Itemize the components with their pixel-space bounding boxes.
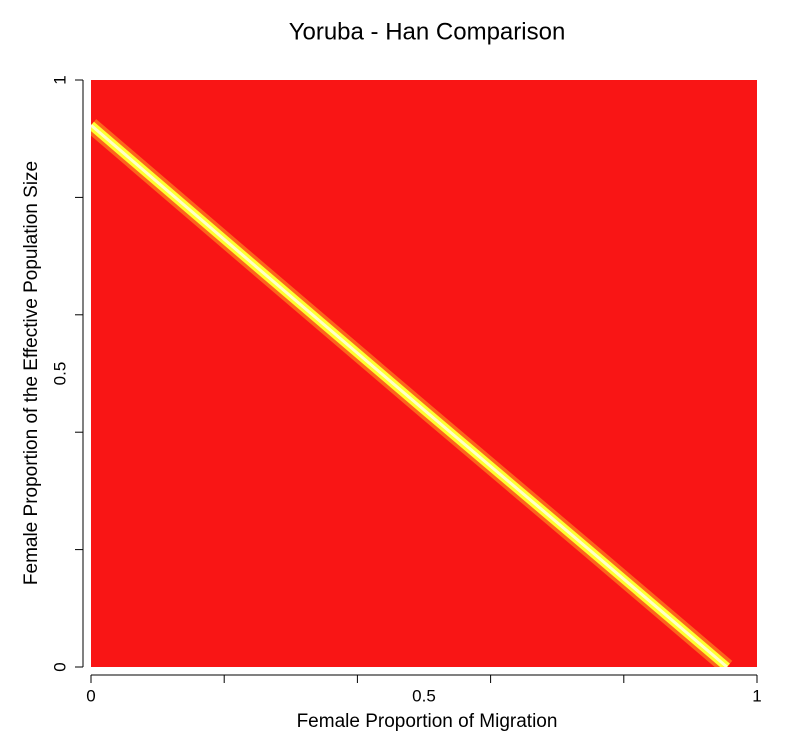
ridge-core bbox=[91, 124, 729, 667]
y-tick-label: 1 bbox=[50, 75, 69, 84]
x-tick-label: 1 bbox=[752, 686, 761, 705]
y-axis-title: Female Proportion of the Effective Popul… bbox=[21, 161, 42, 585]
x-tick-label: 0 bbox=[86, 686, 95, 705]
y-tick-label: 0 bbox=[50, 662, 69, 671]
chart-title: Yoruba - Han Comparison bbox=[289, 18, 566, 45]
plot-area bbox=[91, 119, 733, 667]
x-axis-title: Female Proportion of Migration bbox=[297, 711, 558, 732]
plot-background bbox=[91, 80, 757, 667]
x-tick-label: 0.5 bbox=[412, 686, 436, 705]
y-tick-label: 0.5 bbox=[50, 362, 69, 386]
